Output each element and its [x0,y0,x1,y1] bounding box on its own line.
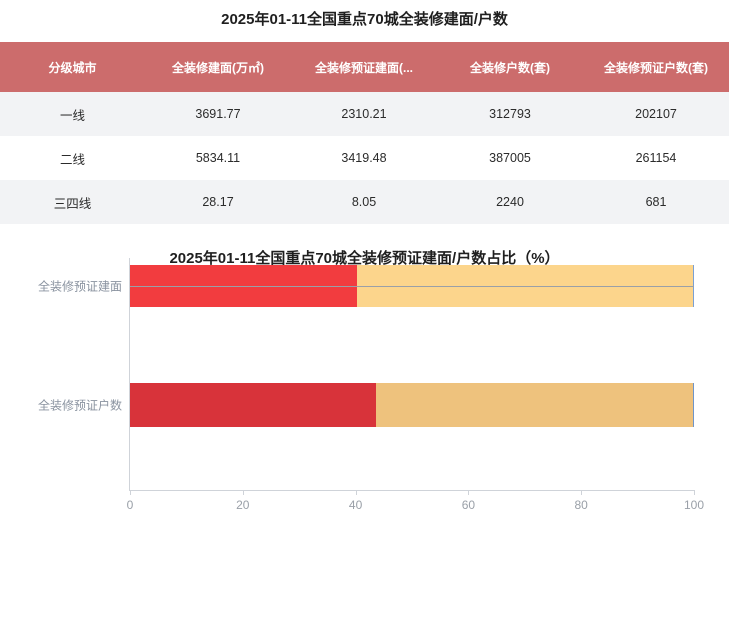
x-axis-tick [130,490,131,495]
x-axis-line [129,490,695,491]
bar-segment[interactable] [375,383,694,427]
table-row: 三四线 28.17 8.05 2240 681 [0,180,729,224]
chart-container: 2025年01-11全国重点70城全装修预证建面/户数占比（%） 0 20 40 60… [0,230,729,610]
bar-segment[interactable] [130,383,376,427]
y-axis-category-label[interactable]: 全装修预证建面 [37,279,122,294]
cell-city: 二线 [0,136,145,180]
x-axis-tick [694,490,695,495]
cell-cert-units: 261154 [583,136,729,180]
summary-table: 分级城市 全装修建面(万㎡) 全装修预证建面(... 全装修户数(套) 全装修预… [0,42,729,224]
x-axis-tick [581,490,583,495]
hover-indicator-line [130,286,694,287]
y-axis-category-label[interactable]: 全装修预证户数 [37,398,122,413]
table-row: 二线 5834.11 3419.48 387005 261154 [0,136,729,180]
x-axis-tick-label: 60 [461,498,476,512]
x-axis-tick-label: 0 [126,498,134,512]
cell-cert-area: 2310.21 [291,92,437,136]
table-header-units[interactable]: 全装修户数(套) [437,42,583,92]
bar-segment[interactable] [357,265,694,307]
x-axis-tick-label: 80 [574,498,588,512]
cell-units: 312793 [437,92,583,136]
cell-area: 5834.11 [145,136,291,180]
table-header-row: 分级城市 全装修建面(万㎡) 全装修预证建面(... 全装修户数(套) 全装修预… [0,42,729,92]
cell-area: 28.17 [145,180,291,224]
y-axis-line [129,258,130,490]
cell-cert-units: 681 [583,180,729,224]
table-header-cert-units[interactable]: 全装修预证户数(套) [583,42,729,92]
table-header-city[interactable]: 分级城市 [0,42,145,92]
table-title: 2025年01-11全国重点70城全装修建面/户数 [221,11,508,28]
x-axis-tick-label: 20 [236,498,250,512]
chart-title: 2025年01-11全国重点70城全装修预证建面/户数占比（%） [169,250,560,267]
table-header-area[interactable]: 全装修建面(万㎡) [145,42,291,92]
chart-plot-area: 0 20 40 60 80 100 全装修预证建面 全装修预证户数 [0,230,729,610]
x-axis-tick [242,490,244,495]
x-axis-tick [355,490,357,495]
cell-city: 一线 [0,92,145,136]
bar-segment[interactable] [693,383,695,427]
cell-cert-units: 202107 [583,92,729,136]
table-row: 一线 3691.77 2310.21 312793 202107 [0,92,729,136]
x-axis-tick [468,490,470,495]
bar-segment[interactable] [130,265,358,307]
table-header-cert-area[interactable]: 全装修预证建面(... [291,42,437,92]
cell-area: 3691.77 [145,92,291,136]
cell-city: 三四线 [0,180,145,224]
bar-segment[interactable] [693,265,695,307]
cell-cert-area: 3419.48 [291,136,437,180]
cell-cert-area: 8.05 [291,180,437,224]
cell-units: 387005 [437,136,583,180]
x-axis-tick-label: 100 [683,498,705,512]
cell-units: 2240 [437,180,583,224]
x-axis-tick-label: 40 [348,498,363,512]
